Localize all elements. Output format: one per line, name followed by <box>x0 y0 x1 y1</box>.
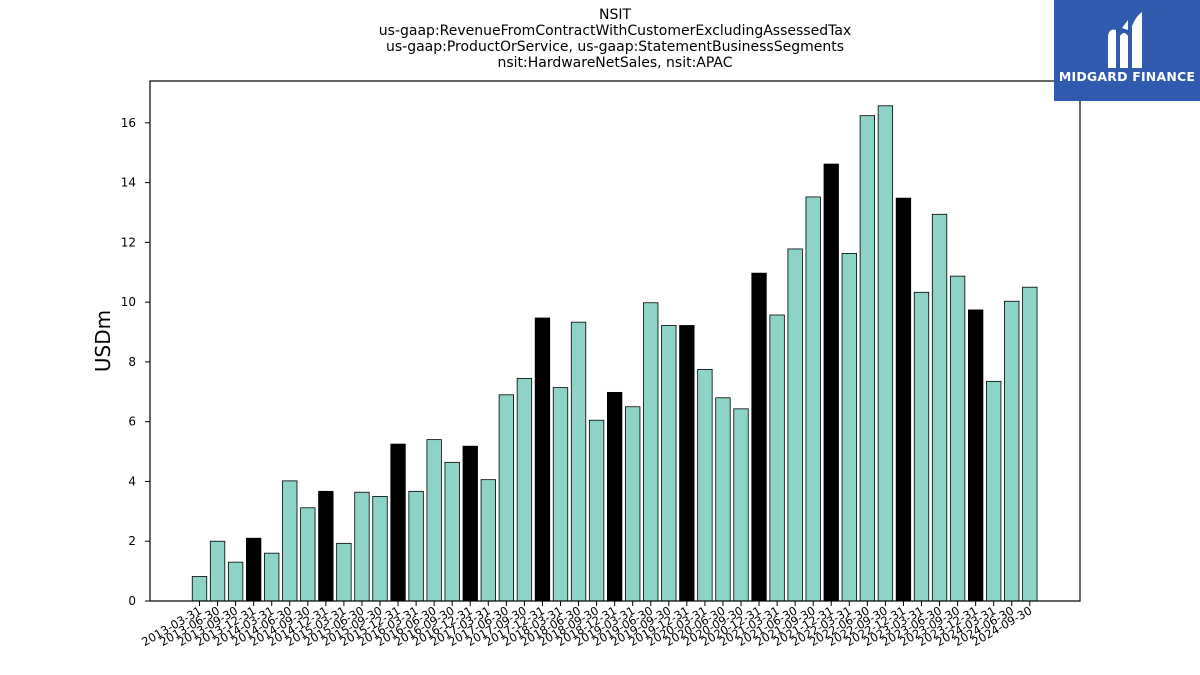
bar-2017-03-31 <box>480 479 496 602</box>
bar-2013-09-30 <box>227 561 244 602</box>
bar-2021-03-31 <box>769 314 785 602</box>
bar-2019-09-30 <box>661 325 677 602</box>
y-tick-label-6: 6 <box>128 415 136 429</box>
bar-2023-12-31 <box>968 309 984 602</box>
bar-2024-03-31 <box>986 380 1002 602</box>
bar-2018-12-31 <box>607 391 623 602</box>
y-axis: 0 2 4 6 8 10 12 14 16 <box>121 116 150 608</box>
bar-2020-12-31 <box>751 272 767 602</box>
bar-2018-03-31 <box>552 387 569 602</box>
y-tick-label-0: 0 <box>128 594 136 608</box>
logo-text: MIDGARD FINANCE <box>1058 69 1196 84</box>
bar-2019-06-30 <box>643 302 659 602</box>
bar-2022-03-31 <box>841 253 857 602</box>
y-tick-label-4: 4 <box>128 474 136 488</box>
bar-2020-06-30 <box>715 397 731 602</box>
chart-title-line-3: us-gaap:ProductOrService, us-gaap:Statem… <box>385 39 844 55</box>
bar-2020-09-30 <box>733 408 749 602</box>
bar-2022-12-31 <box>895 197 912 602</box>
bar-2019-12-31 <box>679 325 695 602</box>
y-tick-label-8: 8 <box>128 355 136 369</box>
bar-2013-03-31 <box>191 576 208 602</box>
bar-2016-09-30 <box>444 461 460 602</box>
bar-2018-09-30 <box>588 419 605 602</box>
bar-2017-06-30 <box>498 394 515 602</box>
bar-2017-12-31 <box>534 317 551 602</box>
bar-2016-12-31 <box>462 445 478 602</box>
bar-2013-12-31 <box>245 537 262 602</box>
bar-2023-06-30 <box>931 213 948 602</box>
chart-title-line-1: NSIT <box>598 7 632 23</box>
bar-2016-06-30 <box>426 439 442 602</box>
bar-2014-12-31 <box>318 490 334 602</box>
bar-2015-12-31 <box>390 443 406 602</box>
y-tick-label-2: 2 <box>128 534 136 548</box>
y-tick-label-14: 14 <box>121 176 136 190</box>
bar-2018-06-30 <box>570 321 587 602</box>
bar-2013-06-30 <box>209 540 226 602</box>
bar-2024-09-30 <box>1022 286 1038 602</box>
y-tick-label-10: 10 <box>121 295 136 309</box>
bar-2023-03-31 <box>913 291 930 602</box>
bar-2014-03-31 <box>264 552 280 602</box>
bar-2021-09-30 <box>805 196 821 602</box>
bars-group <box>191 105 1038 602</box>
bar-2022-06-30 <box>859 115 875 602</box>
bar-2015-03-31 <box>336 542 352 602</box>
bar-2016-03-31 <box>408 490 424 602</box>
logo-mark-icon <box>1108 12 1142 68</box>
bar-2014-09-30 <box>300 507 316 602</box>
chart-title-line-2: us-gaap:RevenueFromContractWithCustomerE… <box>378 23 852 39</box>
bar-2024-06-30 <box>1004 300 1020 602</box>
chart-title-line-4: nsit:HardwareNetSales, nsit:APAC <box>497 55 733 71</box>
bar-2021-06-30 <box>787 248 803 602</box>
bar-2022-09-30 <box>877 105 894 602</box>
bar-2019-03-31 <box>625 406 641 602</box>
y-tick-label-12: 12 <box>121 235 136 249</box>
bar-2015-09-30 <box>372 495 388 602</box>
bar-2023-09-30 <box>949 275 966 602</box>
bar-2020-03-31 <box>697 368 713 602</box>
y-axis-label: USDm <box>91 310 115 372</box>
bar-2017-09-30 <box>516 377 533 602</box>
company-logo: MIDGARD FINANCE <box>1054 0 1200 101</box>
bar-2021-12-31 <box>823 163 839 602</box>
y-tick-label-16: 16 <box>121 116 136 130</box>
bar-2014-06-30 <box>282 480 298 602</box>
x-axis: 2013-03-312013-06-302013-09-302013-12-31… <box>139 601 1034 649</box>
plot-frame <box>149 80 1081 602</box>
bar-2015-06-30 <box>354 491 370 602</box>
